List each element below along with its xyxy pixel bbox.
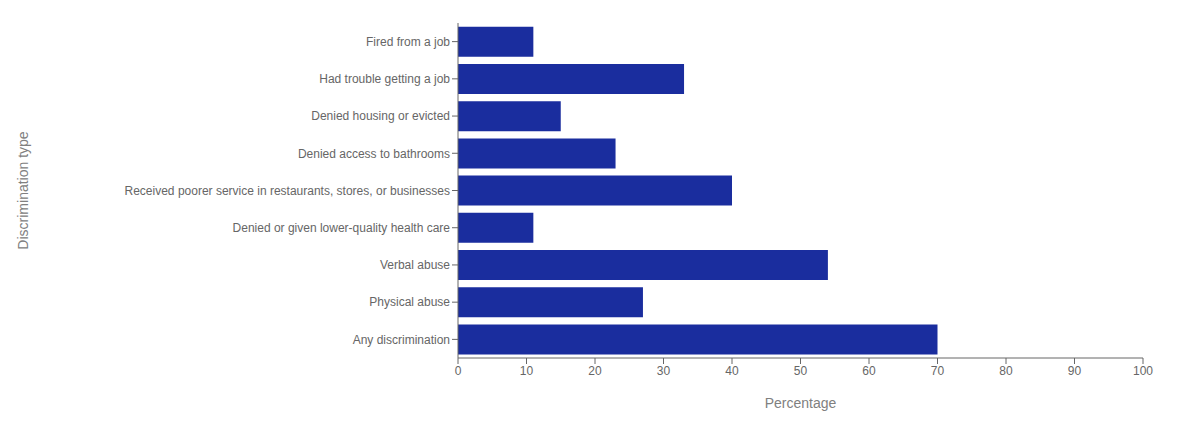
svg-text:Fired from a job: Fired from a job: [366, 35, 450, 49]
svg-text:Had trouble getting a job: Had trouble getting a job: [319, 72, 450, 86]
svg-text:Denied or given lower-quality: Denied or given lower-quality health car…: [233, 221, 451, 235]
svg-text:Denied access to bathrooms: Denied access to bathrooms: [298, 147, 450, 161]
svg-text:70: 70: [931, 364, 945, 378]
svg-text:20: 20: [588, 364, 602, 378]
svg-text:Denied housing or evicted: Denied housing or evicted: [311, 109, 450, 123]
svg-text:80: 80: [999, 364, 1013, 378]
svg-text:Received poorer service in res: Received poorer service in restaurants, …: [125, 184, 450, 198]
svg-text:Physical abuse: Physical abuse: [369, 295, 450, 309]
svg-text:Discrimination type: Discrimination type: [15, 131, 31, 249]
svg-text:30: 30: [657, 364, 671, 378]
svg-text:90: 90: [1068, 364, 1082, 378]
svg-text:Any discrimination: Any discrimination: [353, 333, 450, 347]
svg-text:0: 0: [455, 364, 462, 378]
svg-text:10: 10: [520, 364, 534, 378]
svg-text:50: 50: [794, 364, 808, 378]
svg-text:Verbal abuse: Verbal abuse: [380, 258, 450, 272]
svg-text:60: 60: [862, 364, 876, 378]
svg-text:100: 100: [1133, 364, 1153, 378]
svg-text:40: 40: [725, 364, 739, 378]
svg-text:Percentage: Percentage: [765, 395, 837, 411]
